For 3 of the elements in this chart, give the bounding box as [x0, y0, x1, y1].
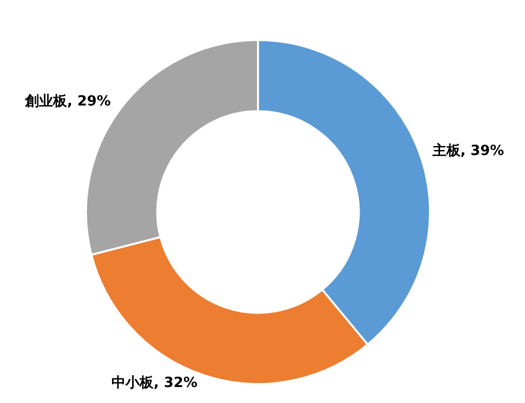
slice-label: 中小板, 32%: [112, 375, 198, 392]
slice-label: 主板, 39%: [431, 142, 504, 160]
slice-label: 創业板, 29%: [24, 94, 111, 110]
